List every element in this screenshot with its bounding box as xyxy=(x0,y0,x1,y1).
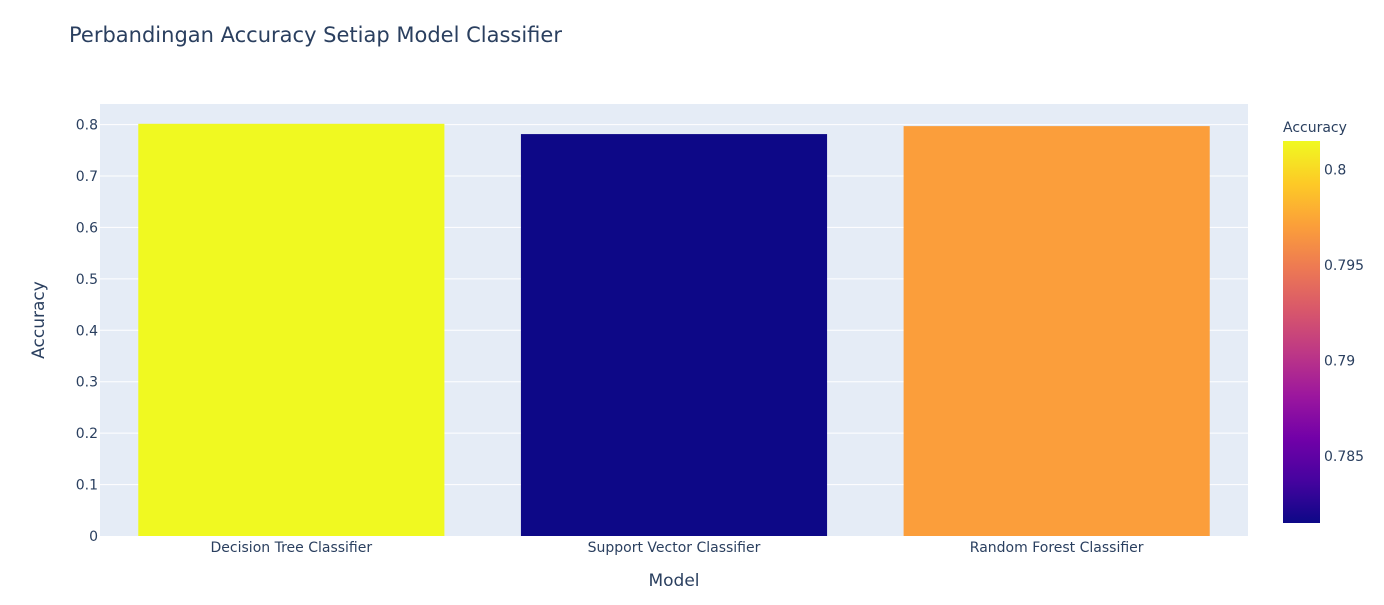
y-tick-label: 0.4 xyxy=(76,323,98,339)
y-tick-label: 0.1 xyxy=(76,478,98,494)
colorbar-tick-label: 0.79 xyxy=(1324,354,1355,370)
bar[interactable] xyxy=(138,123,445,537)
bar[interactable] xyxy=(520,134,828,537)
bars xyxy=(138,123,1210,537)
y-tick-label: 0.3 xyxy=(76,375,98,391)
y-tick-label: 0.8 xyxy=(76,118,98,134)
colorbar-tick-label: 0.8 xyxy=(1324,163,1346,179)
colorbar xyxy=(1283,141,1320,523)
colorbar-ticks: 0.785 0.79 0.795 0.8 xyxy=(1324,163,1364,466)
y-tick-label: 0.7 xyxy=(76,169,98,185)
bar[interactable] xyxy=(903,126,1210,536)
colorbar-tick-label: 0.785 xyxy=(1324,449,1364,465)
x-axis-title: Model xyxy=(648,571,699,591)
x-tick-label: Support Vector Classifier xyxy=(588,540,761,556)
y-tick-label: 0.5 xyxy=(76,272,98,288)
y-tick-label: 0 xyxy=(89,529,98,545)
chart-title: Perbandingan Accuracy Setiap Model Class… xyxy=(69,23,562,47)
x-tick-label: Decision Tree Classifier xyxy=(211,540,373,556)
y-axis-ticks: 0 0.1 0.2 0.3 0.4 0.5 0.6 0.7 0.8 xyxy=(76,118,98,545)
x-axis-ticks: Decision Tree Classifier Support Vector C… xyxy=(211,540,1144,556)
colorbar-title: Accuracy xyxy=(1283,120,1347,136)
y-axis-title: Accuracy xyxy=(29,281,49,359)
y-tick-label: 0.2 xyxy=(76,426,98,442)
y-tick-label: 0.6 xyxy=(76,220,98,236)
colorbar-tick-label: 0.795 xyxy=(1324,258,1364,274)
x-tick-label: Random Forest Classifier xyxy=(970,540,1144,556)
